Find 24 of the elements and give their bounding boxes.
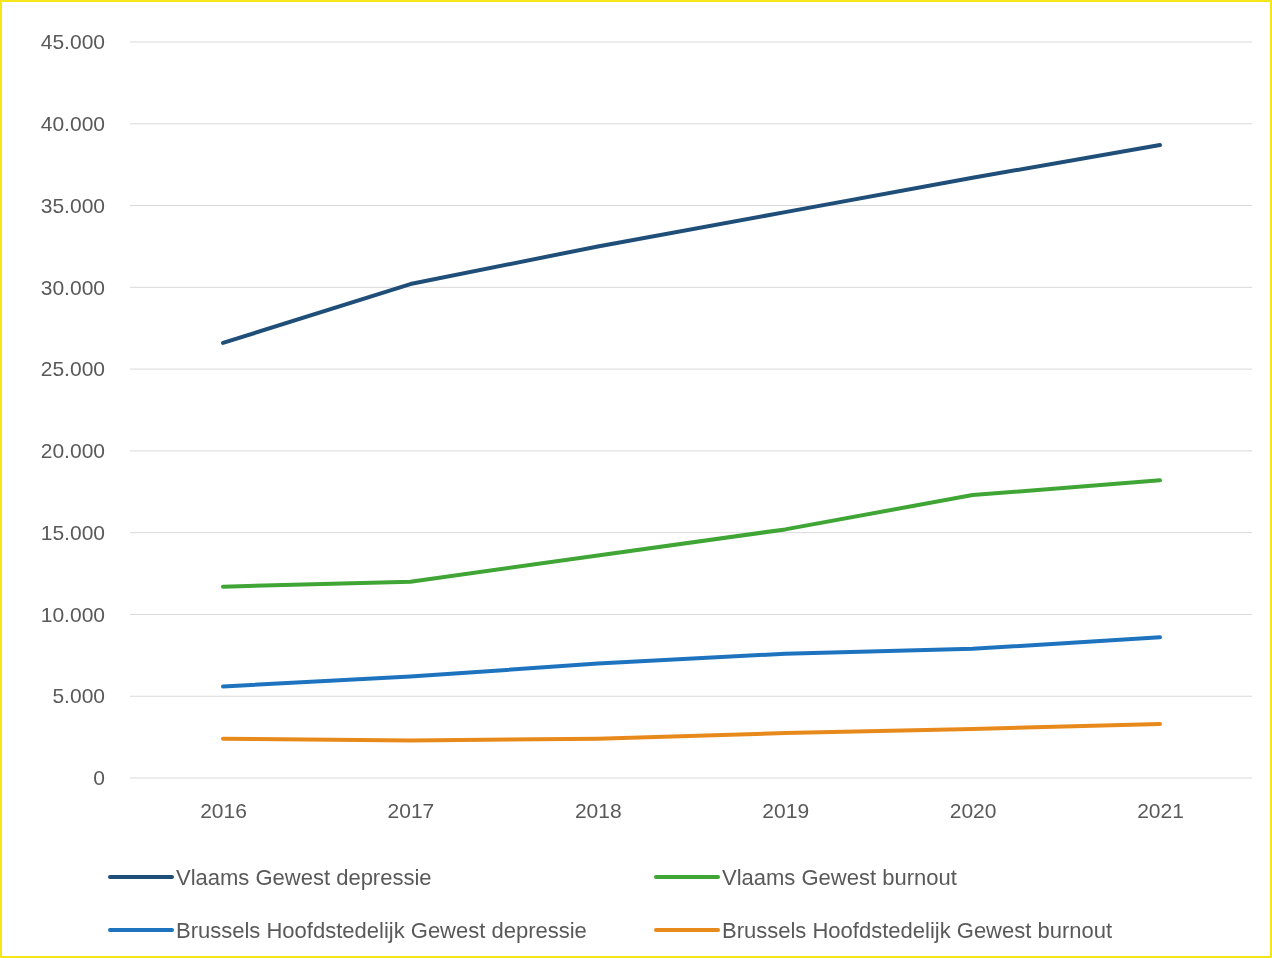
x-tick-label: 2019	[762, 798, 810, 822]
y-tick-label: 45.000	[40, 30, 105, 54]
y-tick-label: 20.000	[40, 439, 105, 463]
legend-label: Brussels Hoofdstedelijk Gewest burnout	[722, 917, 1113, 943]
line-series	[221, 478, 1162, 589]
x-tick-label: 2020	[949, 798, 997, 822]
x-tick-label: 2016	[200, 798, 247, 822]
legend-label: Vlaams Gewest depressie	[176, 864, 432, 890]
y-tick-label: 30.000	[40, 275, 105, 299]
y-tick-label: 5.000	[52, 684, 105, 708]
y-tick-label: 25.000	[40, 357, 105, 381]
x-tick-label: 2018	[574, 798, 622, 822]
y-tick-label: 10.000	[40, 602, 105, 626]
y-tick-label: 15.000	[40, 520, 105, 544]
y-tick-label: 35.000	[40, 193, 105, 217]
x-tick-label: 2021	[1137, 798, 1184, 822]
line-series	[221, 635, 1162, 689]
line-series	[221, 143, 1162, 345]
x-tick-label: 2017	[387, 798, 435, 822]
line-series	[221, 722, 1162, 743]
y-tick-label: 40.000	[40, 112, 105, 135]
y-tick-label: 0	[93, 766, 105, 790]
legend-label: Brussels Hoofdstedelijk Gewest depressie	[176, 917, 587, 943]
legend-label: Vlaams Gewest burnout	[722, 864, 957, 890]
